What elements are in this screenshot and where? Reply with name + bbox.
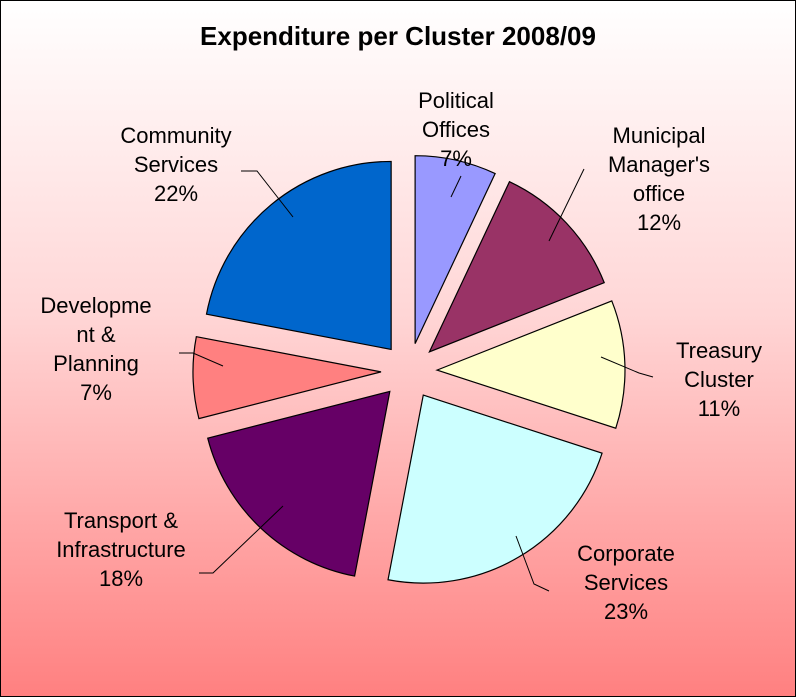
leader-line bbox=[241, 170, 294, 218]
slice-label: Community Services 22% bbox=[106, 121, 246, 208]
slice-label: Corporate Services 23% bbox=[561, 539, 691, 626]
value-label: 18% bbox=[98, 566, 144, 591]
pie-slice bbox=[435, 300, 626, 429]
slice-label: Political Offices 7% bbox=[396, 86, 516, 173]
leader-line bbox=[450, 175, 462, 198]
pie-slice bbox=[414, 155, 496, 344]
value-label: 23% bbox=[603, 599, 649, 624]
leader-line bbox=[179, 352, 224, 367]
value-label: 7% bbox=[440, 146, 472, 171]
pie-slice bbox=[192, 335, 382, 420]
pie-slice bbox=[205, 160, 392, 351]
leader-line bbox=[548, 168, 585, 242]
category-label: Political Offices bbox=[418, 88, 494, 142]
value-label: 12% bbox=[636, 210, 682, 235]
category-label: Transport & Infrastructure bbox=[56, 508, 186, 562]
chart-title: Expenditure per Cluster 2008/09 bbox=[200, 21, 596, 51]
pie-slice bbox=[207, 390, 391, 577]
slice-label: Treasury Cluster 11% bbox=[659, 336, 779, 423]
leader-line bbox=[199, 505, 284, 574]
category-label: Treasury Cluster bbox=[676, 338, 762, 392]
category-label: Development & Planning bbox=[40, 293, 152, 376]
value-label: 7% bbox=[80, 380, 112, 405]
category-label: Municipal Manager's office bbox=[607, 123, 711, 206]
leader-line bbox=[600, 356, 654, 378]
value-label: 11% bbox=[697, 396, 741, 421]
value-label: 22% bbox=[153, 181, 199, 206]
category-label: Community Services bbox=[120, 123, 232, 177]
leader-line bbox=[515, 535, 550, 592]
slice-label: Municipal Manager's office 12% bbox=[589, 121, 729, 237]
slice-label: Transport & Infrastructure 18% bbox=[53, 506, 189, 593]
pie-slice bbox=[387, 394, 603, 584]
slice-label: Development & Planning 7% bbox=[37, 291, 155, 407]
category-label: Corporate Services bbox=[577, 541, 675, 595]
pie-slice bbox=[428, 180, 605, 353]
